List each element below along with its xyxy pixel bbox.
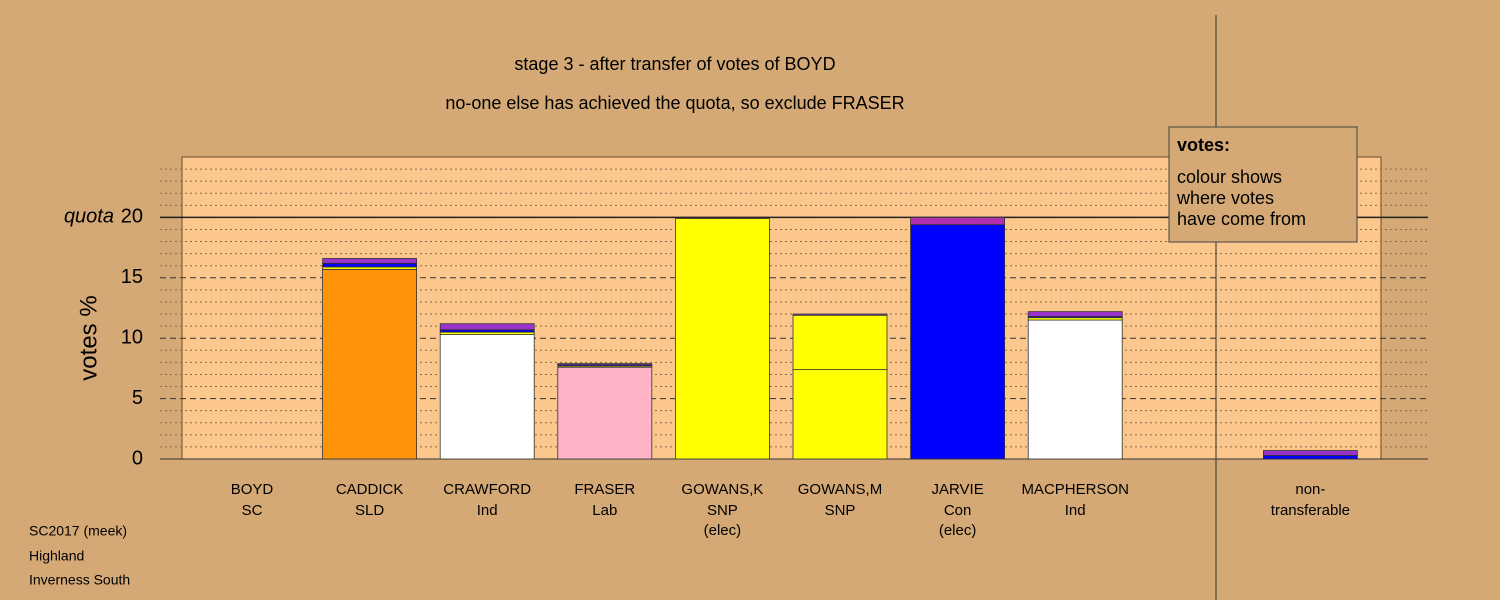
- bars: [322, 216, 1358, 460]
- x-tick-label: GOWANS,M: [798, 481, 882, 498]
- y-tick-label: 0: [132, 447, 143, 469]
- x-tick-label: JARVIE: [931, 481, 983, 498]
- x-tick-party: Lab: [592, 502, 617, 519]
- info-line: have come from: [1177, 209, 1306, 229]
- info-line: where votes: [1176, 188, 1274, 208]
- bar-segment: [910, 216, 1005, 226]
- bar-segment: [1027, 319, 1123, 460]
- x-tick-party: Con: [944, 502, 972, 519]
- y-axis-label: votes %: [75, 295, 102, 380]
- y-tick-label: 10: [121, 326, 143, 348]
- bar-segment: [439, 334, 535, 460]
- bar-segment: [322, 258, 418, 264]
- x-tick-label: CRAWFORD: [443, 481, 531, 498]
- footer: SC2017 (meek): [29, 523, 127, 539]
- bar-segment: [322, 268, 418, 460]
- x-tick-party: SNP: [707, 502, 738, 519]
- x-tick-note: (elec): [939, 522, 977, 539]
- info-heading: votes:: [1177, 135, 1230, 155]
- y-tick-label: 15: [121, 266, 143, 288]
- x-tick-party: Ind: [1065, 502, 1086, 519]
- bar-segment: [792, 314, 888, 371]
- x-tick-label: BOYD: [231, 481, 274, 498]
- x-tick-party: SNP: [825, 502, 856, 519]
- footer: Inverness South: [29, 572, 130, 588]
- x-tick-party: SC: [242, 502, 263, 519]
- bar-segment: [1027, 311, 1123, 317]
- chart-title: stage 3 - after transfer of votes of BOY…: [514, 54, 835, 74]
- bar-segment: [557, 363, 653, 366]
- bar-segment: [910, 224, 1005, 460]
- x-tick-label: non-: [1295, 481, 1325, 498]
- footer: Highland: [29, 548, 84, 564]
- quota-label: quota: [64, 206, 114, 228]
- info-line: colour shows: [1177, 167, 1282, 187]
- bar-segment: [1263, 454, 1358, 460]
- x-tick-label: FRASER: [574, 481, 635, 498]
- x-tick-label: CADDICK: [336, 481, 404, 498]
- x-tick-party: transferable: [1271, 502, 1350, 519]
- chart-subtitle: no-one else has achieved the quota, so e…: [445, 93, 904, 113]
- info-box: [1168, 126, 1358, 243]
- bar-segment: [792, 313, 888, 316]
- bar-segment: [439, 323, 535, 331]
- x-tick-label: MACPHERSON: [1021, 481, 1129, 498]
- bar-segment: [1263, 450, 1358, 456]
- x-tick-party: Ind: [477, 502, 498, 519]
- y-tick-label: 20: [121, 206, 143, 228]
- bar-segment: [322, 262, 418, 268]
- bar-segment: [675, 218, 770, 460]
- x-tick-label: GOWANS,K: [681, 481, 763, 498]
- x-tick-note: (elec): [704, 522, 742, 539]
- y-tick-label: 5: [132, 387, 143, 409]
- bar-segment: [557, 366, 653, 460]
- x-tick-party: SLD: [355, 502, 384, 519]
- bar-segment: [792, 369, 888, 460]
